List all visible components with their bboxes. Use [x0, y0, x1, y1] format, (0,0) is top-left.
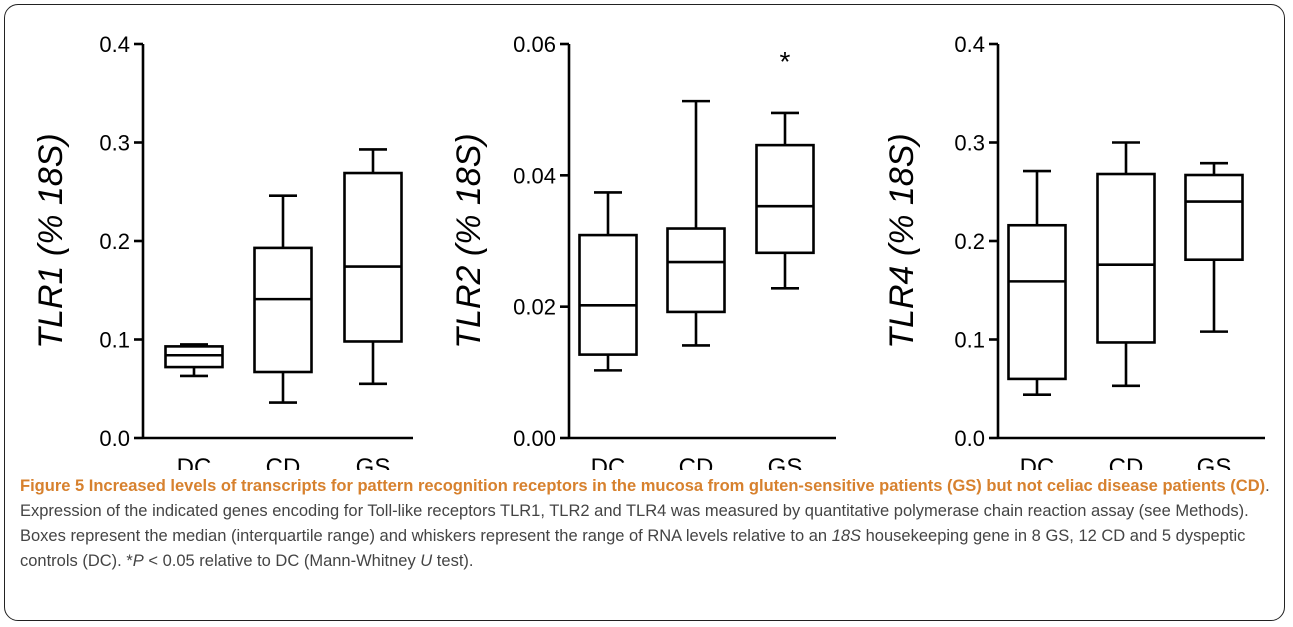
x-category-label: GS: [768, 454, 803, 470]
y-tick-label: 0.00: [513, 426, 556, 451]
y-tick-label: 0.0: [954, 426, 985, 451]
caption-text-4: test).: [432, 552, 473, 570]
y-axis-title: TLR4 (% 18S): [883, 133, 921, 348]
box-dc: [580, 192, 637, 370]
chart-panel-3: 0.0 0.1 0.2 0.3 0.4 TLR4 (% 18S) DC CD GS: [883, 32, 1265, 470]
x-category-label: GS: [1197, 454, 1232, 470]
y-tick-label: 0.2: [99, 229, 130, 254]
y-tick-label: 0.02: [513, 295, 556, 320]
x-category-label: DC: [591, 454, 626, 470]
y-tick-label: 0.3: [954, 131, 985, 156]
box-gs: [757, 113, 814, 288]
y-tick-label: 0.06: [513, 32, 556, 57]
caption-title: Figure 5 Increased levels of transcripts…: [20, 477, 1265, 495]
interquartile-box: [1098, 174, 1155, 342]
caption-italic-1: 18S: [832, 527, 861, 545]
interquartile-box: [1186, 175, 1243, 260]
interquartile-box: [166, 346, 223, 367]
x-category-label: CD: [1109, 454, 1144, 470]
x-category-label: CD: [679, 454, 714, 470]
box-cd: [255, 196, 312, 403]
y-axis-title: TLR1 (% 18S): [32, 133, 70, 348]
box-gs: [1186, 163, 1243, 331]
caption-text-3: < 0.05 relative to DC (Mann-Whitney: [144, 552, 421, 570]
chart-panel-2: 0.00 0.02 0.04 0.06 TLR2 (% 18S) DC CD GS *: [450, 32, 836, 470]
box-cd: [1098, 143, 1155, 386]
figure-caption: Figure 5 Increased levels of transcripts…: [20, 474, 1272, 574]
y-tick-label: 0.4: [954, 32, 985, 57]
y-tick-label: 0.1: [954, 328, 985, 353]
box-cd: [668, 101, 725, 345]
box-dc: [1009, 171, 1066, 395]
chart-panel-1: 0.0 0.1 0.2 0.3 0.4 TLR1 (% 18S) DC CD GS: [32, 32, 413, 470]
x-category-label: DC: [1020, 454, 1055, 470]
caption-italic-3: U: [420, 552, 432, 570]
y-tick-label: 0.3: [99, 131, 130, 156]
y-tick-label: 0.4: [99, 32, 130, 57]
interquartile-box: [345, 173, 402, 341]
interquartile-box: [1009, 225, 1066, 379]
interquartile-box: [668, 229, 725, 312]
y-axis-title: TLR2 (% 18S): [450, 133, 488, 348]
interquartile-box: [255, 248, 312, 372]
box-dc: [166, 344, 223, 376]
x-category-label: DC: [177, 454, 212, 470]
y-tick-label: 0.04: [513, 163, 556, 188]
box-gs: [345, 149, 402, 383]
y-tick-label: 0.1: [99, 328, 130, 353]
y-tick-label: 0.2: [954, 229, 985, 254]
x-category-label: GS: [356, 454, 391, 470]
y-tick-label: 0.0: [99, 426, 130, 451]
significance-marker: *: [780, 46, 791, 77]
caption-italic-2: P: [133, 552, 144, 570]
interquartile-box: [757, 145, 814, 253]
x-category-label: CD: [266, 454, 301, 470]
interquartile-box: [580, 235, 637, 355]
